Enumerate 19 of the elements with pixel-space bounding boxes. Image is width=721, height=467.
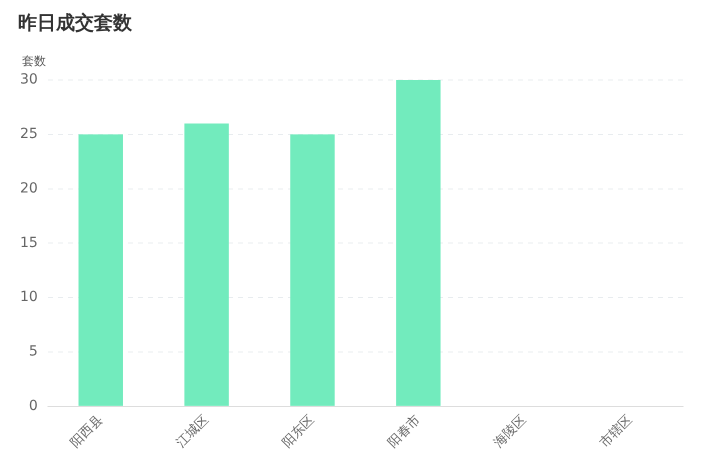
y-tick-label: 10 [20, 289, 38, 306]
y-tick-label: 0 [28, 398, 38, 414]
x-tick-label: 阳西县 [68, 412, 106, 451]
y-axis-title: 套数 [22, 54, 46, 68]
bar [396, 80, 441, 406]
x-tick-label: 阳春市 [385, 412, 424, 451]
y-tick-label: 30 [20, 72, 38, 88]
x-tick-label: 市辖区 [597, 412, 636, 451]
y-tick-label: 20 [20, 180, 38, 196]
y-tick-label: 25 [20, 126, 38, 142]
chart-title: 昨日成交套数 [18, 11, 132, 36]
x-tick-label: 阳东区 [280, 412, 318, 451]
x-tick-label: 海陵区 [491, 412, 530, 451]
bar [78, 134, 123, 406]
bar [290, 134, 335, 406]
bar [184, 124, 229, 406]
y-tick-label: 5 [28, 344, 38, 360]
x-tick-label: 江城区 [174, 412, 212, 451]
y-tick-label: 15 [20, 234, 38, 251]
